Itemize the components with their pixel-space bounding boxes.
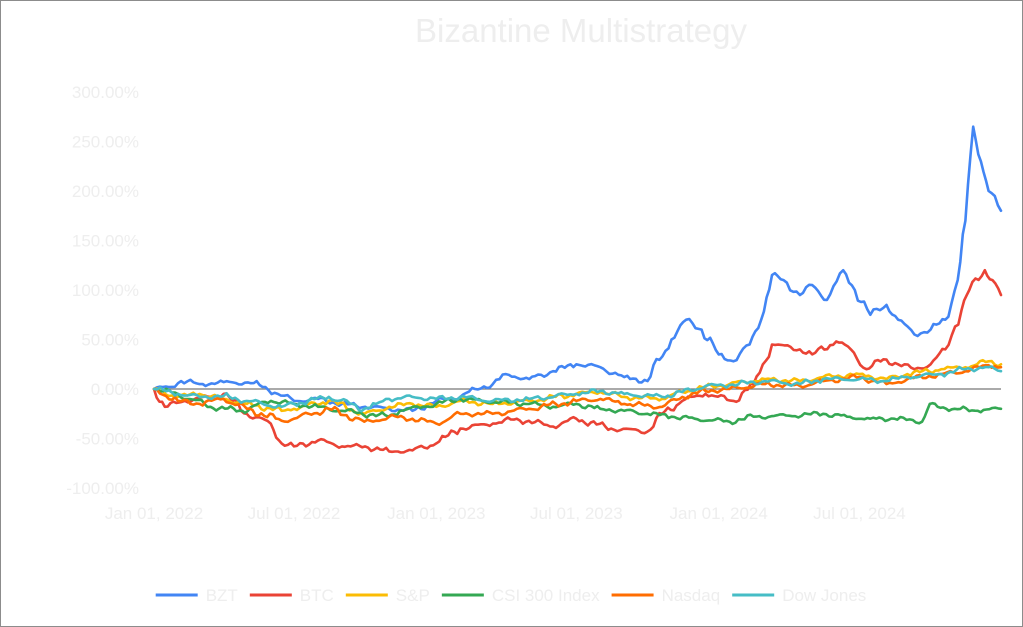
series-line-nasdaq <box>152 363 1003 427</box>
legend-item-nasdaq[interactable]: Nasdaq <box>611 586 721 605</box>
x-axis: Jan 01, 2022 Jul 01, 2022 Jan 01, 2023 Jul … <box>105 504 906 523</box>
legend-label: S&P <box>396 586 430 605</box>
y-tick-label: 200.00% <box>72 182 139 201</box>
y-tick-label: 300.00% <box>72 83 139 102</box>
legend-item-bzt[interactable]: BZT <box>155 586 238 605</box>
y-tick-label: -100.00% <box>66 479 139 498</box>
y-tick-label: -50.00% <box>76 430 139 449</box>
y-tick-label: 150.00% <box>72 232 139 251</box>
y-axis: 300.00% 250.00% 200.00% 150.00% 100.00% 50.00… <box>66 83 139 498</box>
legend-label: BTC <box>300 586 334 605</box>
chart-title: Bizantine Multistrategy <box>415 12 747 49</box>
x-tick-label: Jan 01, 2023 <box>387 504 485 523</box>
legend-label: CSI 300 Index <box>492 586 600 605</box>
series-layer <box>152 125 1003 454</box>
legend-item-dow-jones[interactable]: Dow Jones <box>732 586 866 605</box>
x-tick-label: Jul 01, 2023 <box>530 504 623 523</box>
x-tick-label: Jul 01, 2024 <box>813 504 906 523</box>
x-tick-label: Jan 01, 2022 <box>105 504 203 523</box>
x-tick-label: Jan 01, 2024 <box>670 504 768 523</box>
x-tick-label: Jul 01, 2022 <box>248 504 341 523</box>
series-line-bzt <box>152 125 1003 413</box>
legend-label: Nasdaq <box>662 586 721 605</box>
legend[interactable]: BZT BTC S&P CSI 300 Index Nasdaq Dow Jones <box>155 586 867 605</box>
y-tick-label: 100.00% <box>72 281 139 300</box>
legend-item-csi-300-index[interactable]: CSI 300 Index <box>441 586 600 605</box>
series-line-btc <box>152 268 1003 454</box>
legend-item-s-p[interactable]: S&P <box>345 586 430 605</box>
legend-item-btc[interactable]: BTC <box>249 586 334 605</box>
series-line-dow-jones <box>152 365 1003 413</box>
legend-label: BZT <box>206 586 238 605</box>
legend-label: Dow Jones <box>782 586 866 605</box>
y-tick-label: 250.00% <box>72 133 139 152</box>
y-tick-label: 0.00% <box>91 380 139 399</box>
y-tick-label: 50.00% <box>81 331 139 350</box>
